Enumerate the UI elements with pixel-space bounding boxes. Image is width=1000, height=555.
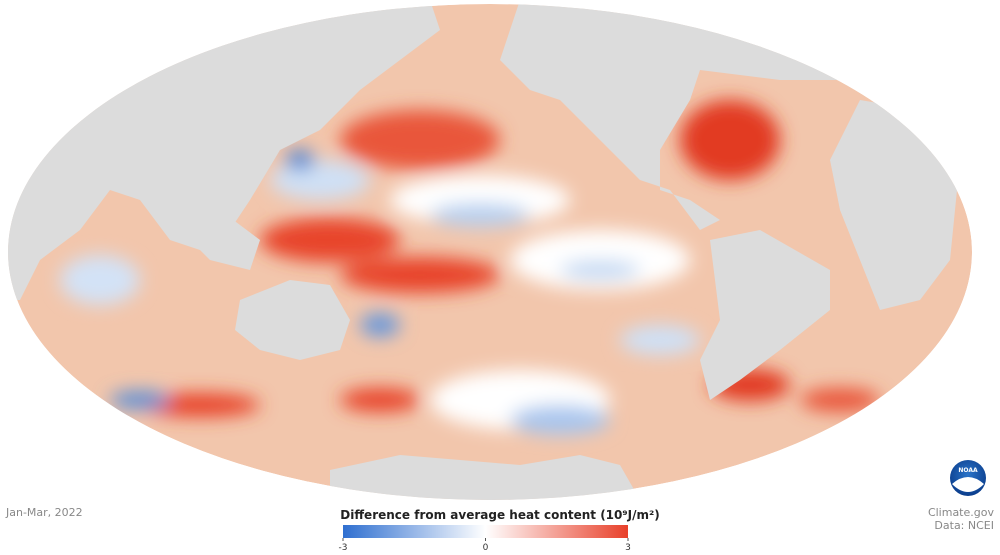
noaa-logo-text: NOAA [958,467,978,474]
colorbar-ticks: -3 0 3 [339,538,631,553]
tick-label: 3 [625,543,631,553]
credit-site: Climate.gov [928,506,995,519]
tick-label: 0 [483,543,489,553]
date-label: Jan-Mar, 2022 [5,506,83,519]
colorbar [343,525,628,538]
legend-title: Difference from average heat content (10… [340,508,659,522]
globe [8,4,972,500]
credit-source: Data: NCEI [934,519,994,532]
anomaly-field [60,100,880,435]
noaa-logo-wave [952,477,984,492]
tick-label: -3 [339,543,348,553]
